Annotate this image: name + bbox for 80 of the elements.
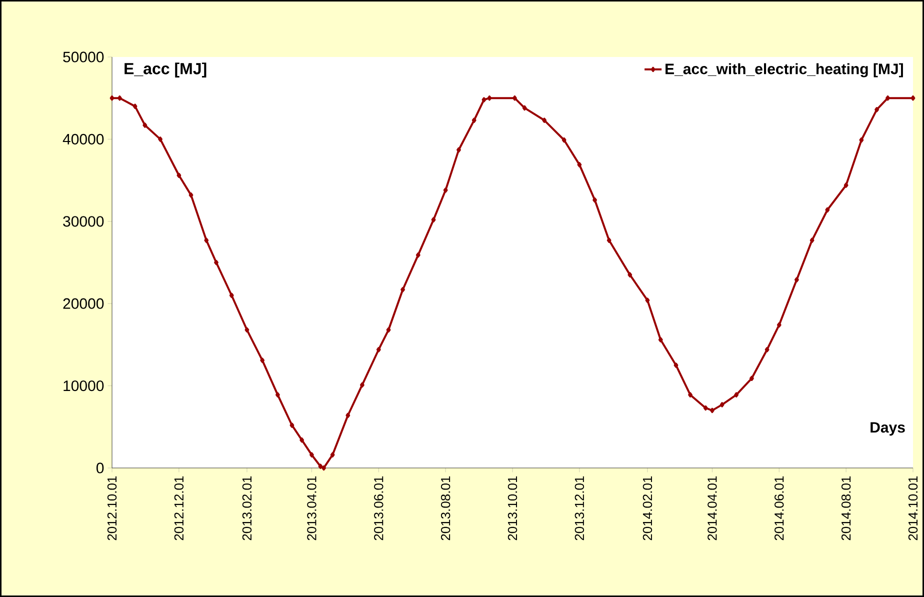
point bbox=[204, 238, 209, 243]
y-tick-label: 30000 bbox=[63, 216, 104, 227]
point bbox=[577, 162, 582, 168]
point bbox=[688, 392, 692, 398]
point bbox=[886, 95, 890, 101]
point bbox=[844, 182, 848, 188]
y-tick-label: 10000 bbox=[64, 380, 104, 392]
point bbox=[874, 106, 879, 112]
point bbox=[487, 95, 492, 101]
point bbox=[542, 118, 547, 123]
x-tick-label: 2013.02.01 bbox=[242, 476, 252, 540]
point bbox=[562, 137, 566, 143]
x-tick-label: 2012.12.01 bbox=[174, 476, 184, 540]
point bbox=[416, 252, 420, 258]
point bbox=[482, 97, 486, 102]
point bbox=[606, 238, 612, 243]
y-tick-label: 50000 bbox=[63, 52, 104, 62]
point bbox=[346, 412, 350, 418]
point bbox=[158, 136, 162, 142]
point bbox=[825, 207, 830, 212]
point bbox=[244, 327, 250, 332]
point bbox=[431, 217, 436, 222]
point bbox=[674, 362, 678, 368]
point bbox=[188, 192, 194, 198]
point bbox=[720, 402, 724, 408]
point bbox=[710, 408, 714, 414]
point bbox=[512, 95, 517, 101]
point bbox=[376, 347, 381, 352]
y-tick-label: 40000 bbox=[62, 134, 104, 144]
point bbox=[275, 392, 280, 398]
point bbox=[300, 437, 304, 443]
x-axis-title: Days bbox=[870, 422, 905, 436]
point bbox=[750, 376, 754, 381]
x-tick-label: 2013.06.01 bbox=[374, 476, 384, 540]
point bbox=[592, 197, 597, 203]
x-tick-label: 2014.06.01 bbox=[774, 476, 784, 540]
x-tick-label: 2014.10.01 bbox=[908, 476, 918, 540]
x-tick-label: 2013.10.01 bbox=[508, 476, 518, 540]
point bbox=[117, 95, 122, 101]
point bbox=[229, 292, 234, 298]
y-tick-label: 0 bbox=[96, 462, 104, 474]
x-tick-label: 2014.08.01 bbox=[841, 476, 851, 540]
legend-label: E_acc_with_electric_heating [MJ] bbox=[666, 63, 903, 78]
point bbox=[522, 105, 527, 111]
point bbox=[360, 382, 364, 388]
point bbox=[260, 358, 265, 363]
point bbox=[776, 322, 782, 328]
point bbox=[290, 422, 294, 428]
point bbox=[703, 405, 708, 411]
y-tick-label: 20000 bbox=[63, 298, 104, 309]
y-axis-title: E_acc [MJ] bbox=[124, 62, 206, 78]
point bbox=[330, 452, 335, 458]
point bbox=[645, 298, 650, 303]
point bbox=[310, 452, 314, 458]
x-tick-label: 2014.04.01 bbox=[708, 476, 717, 540]
x-tick-label: 2013.08.01 bbox=[440, 476, 450, 540]
point bbox=[214, 260, 218, 266]
point bbox=[764, 347, 770, 352]
point bbox=[910, 95, 916, 101]
point bbox=[794, 277, 799, 282]
point bbox=[176, 172, 182, 178]
point bbox=[443, 188, 448, 193]
point bbox=[322, 465, 326, 471]
point bbox=[142, 122, 148, 128]
x-tick-label: 2013.12.01 bbox=[574, 476, 584, 540]
point bbox=[472, 118, 476, 123]
point bbox=[810, 238, 814, 243]
point bbox=[318, 464, 323, 469]
point bbox=[859, 137, 864, 143]
x-tick-label: 2013.04.01 bbox=[307, 476, 316, 540]
point bbox=[734, 392, 739, 398]
point bbox=[658, 337, 663, 342]
point bbox=[456, 147, 461, 152]
x-tick-label: 2012.10.01 bbox=[107, 476, 117, 540]
point bbox=[400, 287, 405, 292]
point bbox=[628, 272, 632, 278]
point bbox=[386, 327, 391, 332]
point bbox=[132, 104, 138, 109]
x-tick-label: 2014.02.01 bbox=[642, 476, 652, 540]
point bbox=[110, 95, 114, 101]
